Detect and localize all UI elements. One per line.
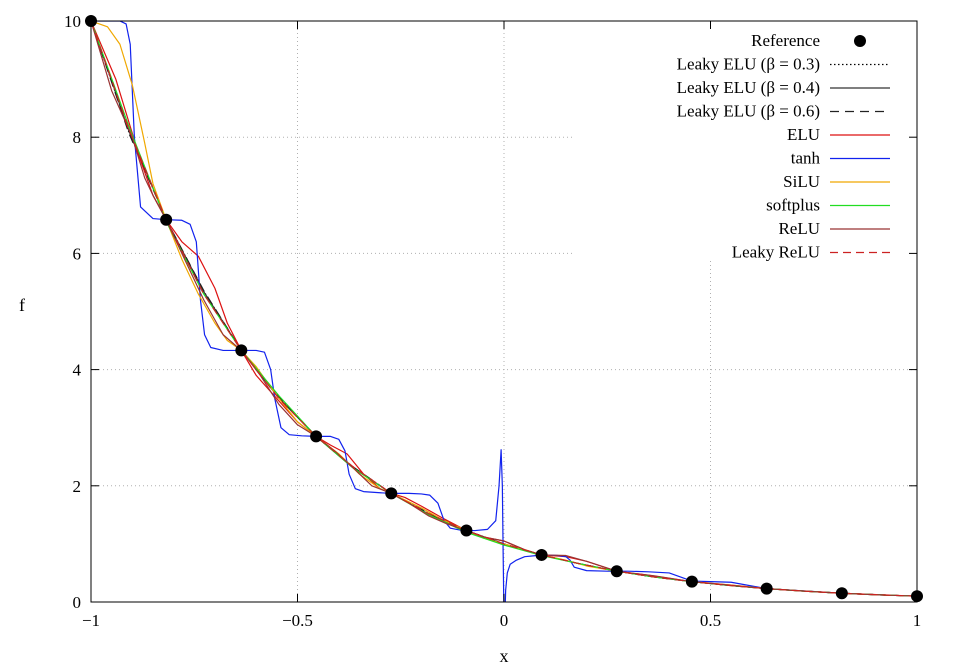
y-tick-label: 0 [73, 593, 82, 612]
x-tick-label: −1 [82, 611, 100, 630]
y-tick-label: 2 [73, 477, 82, 496]
reference-point [160, 213, 173, 226]
y-tick-label: 8 [73, 128, 82, 147]
legend-label: ELU [787, 125, 820, 144]
reference-point [835, 587, 848, 600]
legend-label: Reference [751, 31, 820, 50]
legend-label: Leaky ELU (β = 0.3) [677, 55, 820, 74]
reference-point [235, 344, 248, 357]
legend-label: Leaky ELU (β = 0.6) [677, 102, 820, 121]
series-line-tanh [91, 21, 917, 602]
reference-point [535, 548, 548, 561]
legend-label: Leaky ReLU [732, 243, 820, 262]
legend-label: tanh [791, 149, 821, 168]
reference-point [610, 565, 623, 578]
x-tick-label: 0 [500, 611, 509, 630]
legend-label: SiLU [783, 172, 820, 191]
reference-point [310, 430, 323, 443]
reference-point [760, 582, 773, 595]
reference-point [685, 575, 698, 588]
y-tick-label: 4 [73, 361, 82, 380]
reference-point [385, 487, 398, 500]
legend: Reference Leaky ELU (β = 0.3) Leaky ELU (β… [677, 31, 890, 262]
y-axis-label: f [19, 295, 25, 315]
series-line-leaky-relu [91, 21, 917, 597]
y-tick-label: 10 [64, 12, 81, 31]
x-tick-label: −0.5 [282, 611, 313, 630]
reference-point [460, 524, 473, 537]
x-tick-label: 1 [913, 611, 922, 630]
x-tick-label: 0.5 [700, 611, 721, 630]
legend-marker-reference [854, 35, 866, 47]
grid [91, 21, 917, 602]
legend-label: Leaky ELU (β = 0.4) [677, 78, 820, 97]
legend-label: softplus [766, 196, 820, 215]
legend-label: ReLU [778, 219, 820, 238]
series-group [91, 21, 917, 602]
y-tick-label: 6 [73, 244, 82, 263]
x-axis-label: x [500, 646, 509, 666]
